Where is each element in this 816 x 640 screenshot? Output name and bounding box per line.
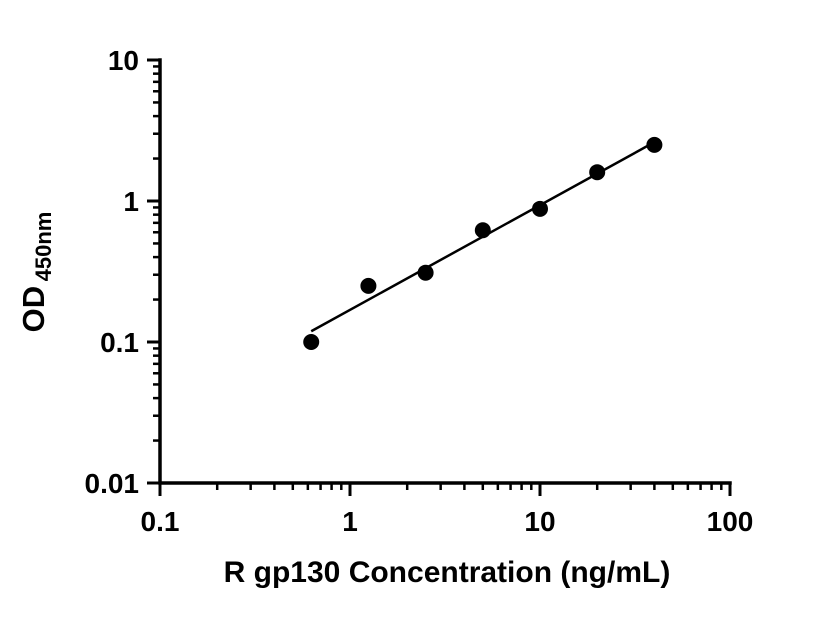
data-point [417, 264, 434, 281]
y-tick-label: 0.1 [100, 327, 139, 358]
data-point [589, 164, 606, 181]
axis-lines [158, 58, 732, 485]
y-tick-label: 0.01 [85, 468, 140, 499]
y-tick-label: 10 [108, 45, 139, 76]
y-axis-title-main: OD [16, 286, 51, 333]
y-axis-title: OD 450nm [16, 212, 56, 333]
x-axis-title: R gp130 Concentration (ng/mL) [224, 556, 671, 589]
x-tick-label: 10 [524, 506, 555, 537]
data-point [532, 200, 548, 217]
data-point [360, 277, 377, 294]
x-tick-label: 0.1 [141, 506, 180, 537]
y-tick-label: 1 [123, 186, 139, 217]
x-tick-label: 1 [342, 506, 358, 537]
x-tick-label: 100 [707, 506, 754, 537]
data-point [646, 136, 663, 153]
data-point [474, 222, 491, 239]
y-axis-title-sub: 450nm [31, 212, 56, 282]
data-point [303, 334, 320, 350]
